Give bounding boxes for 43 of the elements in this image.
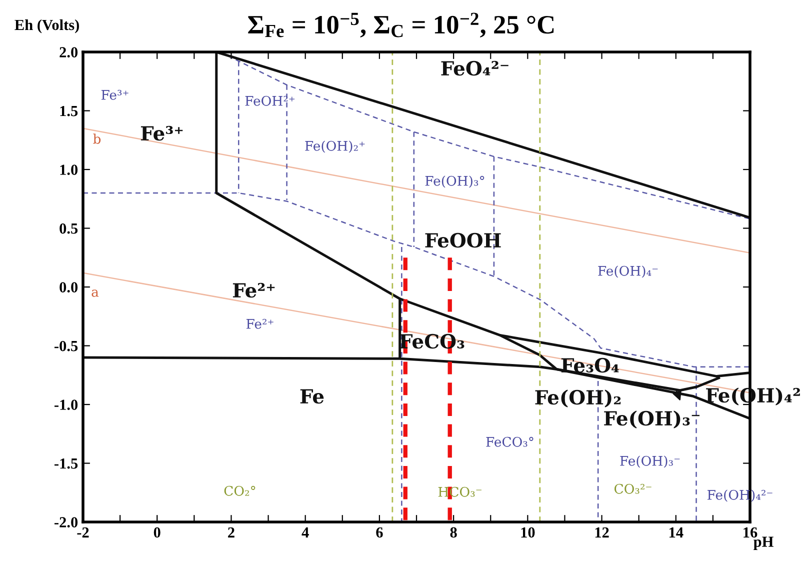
annotation: Fe — [300, 389, 324, 404]
x-tick-label: 8 — [450, 527, 457, 538]
annotation: FeOOH — [425, 232, 501, 248]
annotation: Fe(OH)₃⁻ — [620, 456, 680, 468]
x-tick-label: 2 — [228, 527, 234, 538]
x-tick-label: 10 — [521, 527, 535, 538]
annotation: b — [93, 134, 101, 144]
annotation: CO₂° — [224, 486, 256, 496]
x-tick-label: 14 — [669, 527, 684, 538]
y-tick-label: 0.0 — [60, 282, 78, 293]
annotation: Fe(OH)₂ — [535, 390, 621, 408]
x-tick-label: 4 — [302, 527, 309, 538]
y-tick-label: -1.0 — [54, 400, 78, 410]
y-tick-label: -2.0 — [54, 517, 78, 528]
annotation: FeCO₃ — [400, 334, 464, 349]
annotation: FeOH²⁺ — [245, 96, 295, 106]
x-axis-title: pH — [754, 536, 774, 550]
annotation: Fe(OH)₄⁻ — [598, 266, 658, 278]
y-tick-label: 1.0 — [60, 164, 78, 176]
x-tick-label: 12 — [595, 527, 609, 538]
annotation: Fe(OH)₃° — [425, 176, 484, 188]
annotation: Fe³⁺ — [101, 90, 128, 100]
y-axis-title: Eh (Volts) — [14, 19, 79, 34]
annotation: FeCO₃° — [486, 436, 534, 447]
annotation: Fe³⁺ — [140, 126, 183, 141]
chart-title: Σ$_{Fe}$ = 10$^{−5}$, Σ$_{C}$ = 10$^{−2}$, 25 °C — [248, 12, 554, 38]
y-tick-label: 1.5 — [60, 106, 78, 116]
annotation: a — [92, 290, 99, 297]
annotation: CO₃²⁻ — [614, 484, 652, 494]
x-tick-label: -2 — [77, 527, 89, 538]
x-tick-label: 16 — [744, 527, 758, 538]
y-tick-label: 2.0 — [60, 47, 78, 58]
y-tick-label: -1.5 — [54, 458, 78, 469]
annotation: Fe²⁺ — [246, 318, 274, 329]
annotation: Fe(OH)₃⁻ — [604, 410, 700, 428]
annotation: Fe(OH)₂⁺ — [305, 140, 365, 153]
x-tick-label: 0 — [154, 527, 160, 538]
annotation: Fe²⁺ — [232, 282, 275, 298]
y-tick-label: 0.5 — [60, 223, 78, 234]
x-tick-label: 6 — [376, 527, 383, 538]
y-tick-label: -0.5 — [54, 340, 78, 352]
annotation: Fe₃O₄ — [561, 358, 619, 373]
annotation: FeO₄²⁻ — [441, 60, 508, 76]
